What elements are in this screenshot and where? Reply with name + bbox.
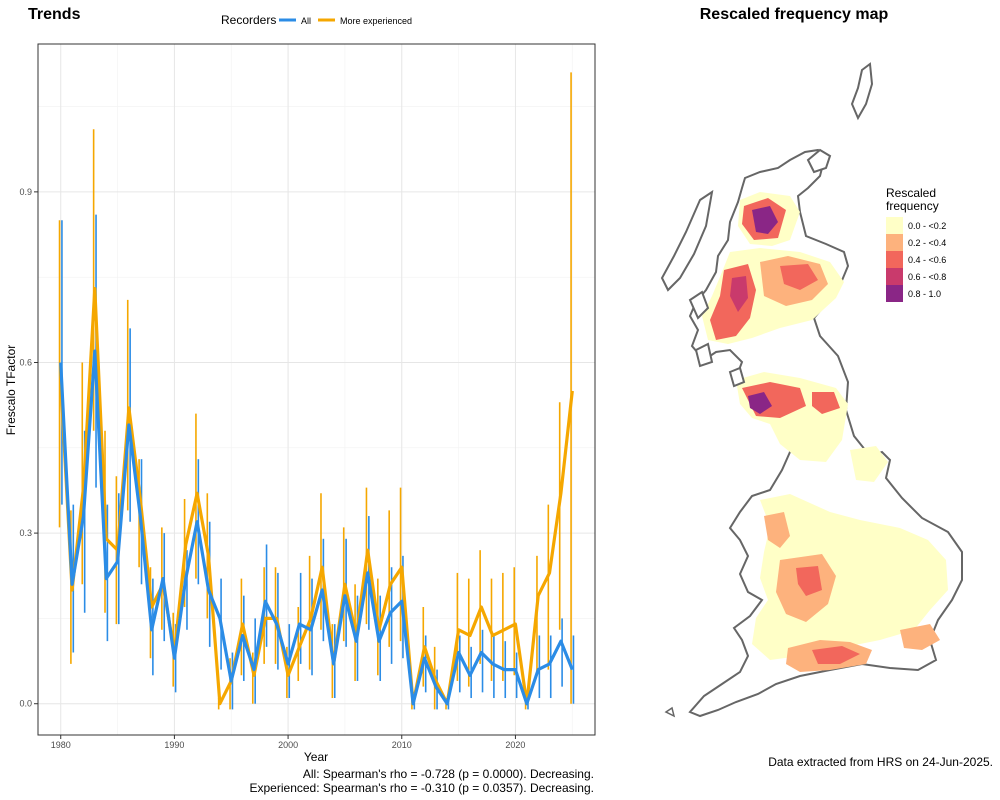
legend-label-more-experienced: More experienced [340,16,412,26]
plot-border [37,43,596,736]
isle-of-man-outline [728,366,746,388]
trends-legend: Recorders All More experienced [221,13,412,27]
series-line-all [59,349,574,706]
x-axis-label: Year [304,750,328,764]
series-lines [59,287,574,706]
legend-label-all: All [301,16,311,26]
annotation-all: All: Spearman's rho = -0.728 (p = 0.0000… [303,767,594,781]
legend-title: Recorders [221,13,276,27]
map-legend-items: 0.0 - <0.2 0.2 - <0.4 0.4 - <0.6 0.6 - <0.8… [886,217,946,302]
x-tick-label: 2020 [505,740,525,750]
y-tick-label: 0.6 [19,357,32,367]
orkney-outline [806,148,832,174]
gridlines [38,44,595,735]
y-tick-label: 0.0 [19,699,32,709]
x-tick-label: 1980 [51,740,71,750]
series-line-more-experienced [59,287,574,706]
y-axis-ticks: 0.0 0.3 0.6 0.9 [19,187,38,709]
y-tick-label: 0.3 [19,528,32,538]
uk-map [660,62,963,718]
islay-outline [694,342,714,368]
map-caption: Data extracted from HRS on 24-Jun-2025. [768,755,993,769]
shetland-outline [850,62,874,121]
skye-outline [688,290,710,320]
map-legend-swatch [886,268,903,285]
map-legend-label: 0.4 - <0.6 [908,255,946,265]
map-legend-swatch [886,251,903,268]
map-legend-swatch [886,234,903,251]
map-legend-label: 0.8 - 1.0 [908,289,941,299]
trends-title: Trends [28,6,81,23]
map-legend-title-line1: Rescaled [886,186,936,200]
map-legend-label: 0.6 - <0.8 [908,272,946,282]
western-isles-outline [660,189,714,292]
x-tick-label: 2010 [392,740,412,750]
map-title: Rescaled frequency map [700,6,889,23]
map-legend-swatch [886,285,903,302]
x-axis-ticks: 1980 1990 2000 2010 2020 [51,735,525,750]
map-legend-label: 0.2 - <0.4 [908,238,946,248]
annotation-experienced: Experienced: Spearman's rho = -0.310 (p … [250,781,595,795]
map-legend: Rescaled frequency 0.0 - <0.20.2 - <0.40… [886,186,946,302]
map-legend-swatch [886,217,903,234]
x-tick-label: 1990 [164,740,184,750]
y-tick-label: 0.9 [19,187,32,197]
plot-background [38,44,595,735]
x-tick-label: 2000 [278,740,298,750]
isles-of-scilly-outline [664,706,676,718]
trends-plot-area: 1980 1990 2000 2010 2020 0.0 0.3 0.6 0.9 [19,43,596,750]
y-axis-label: Frescalo TFactor [4,345,18,435]
map-legend-title-line2: frequency [886,199,939,213]
map-legend-label: 0.0 - <0.2 [908,221,946,231]
frequency-patches [702,192,948,672]
